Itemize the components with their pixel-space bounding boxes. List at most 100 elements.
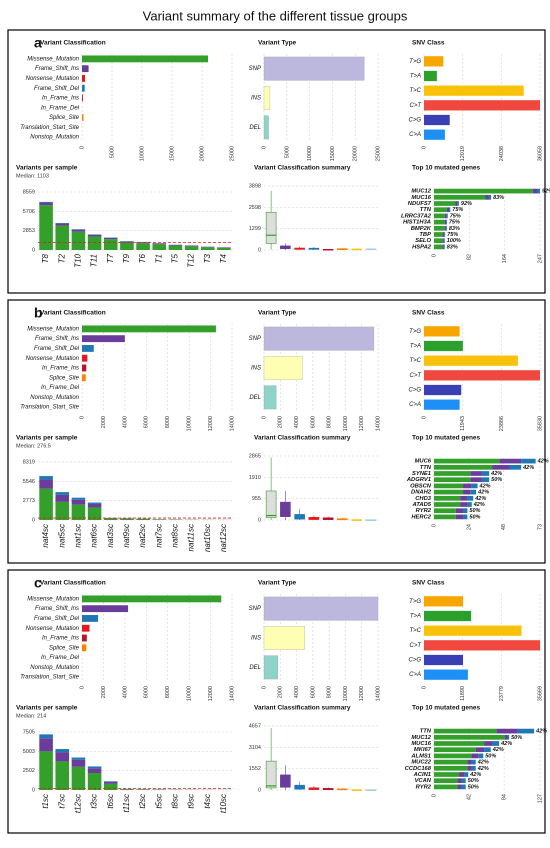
bar-segment (55, 761, 69, 790)
y-tick-label: 3104 (249, 745, 261, 751)
bar-segment (88, 504, 102, 507)
chart-subtitle: Median: 276.5 (16, 443, 51, 449)
bar-segment (434, 496, 460, 501)
bar (82, 114, 84, 121)
bar-segment (537, 189, 540, 194)
y-tick-label: 3898 (249, 183, 261, 189)
x-tick-label: 0 (431, 254, 437, 257)
percent-label: 75% (452, 207, 463, 213)
bar-segment (472, 484, 478, 489)
bar-segment (444, 232, 445, 237)
bar (264, 327, 374, 350)
chart-title: Top 10 mutated genes (412, 705, 481, 712)
bar (264, 57, 364, 80)
bar-segment (434, 760, 467, 765)
category-label: Frame_Shift_Ins (35, 66, 79, 72)
bar (264, 356, 302, 379)
x-tick-label: 0 (431, 794, 437, 797)
bar-segment (434, 778, 457, 783)
y-tick-label: 0 (258, 247, 261, 253)
x-tick-label: 2000 (278, 416, 284, 428)
bar-segment (492, 741, 499, 746)
x-tick-label: 12019 (460, 146, 466, 161)
gene-label: OBSCN (410, 483, 432, 489)
x-tick-label: 35830 (537, 416, 543, 431)
bar-segment (434, 508, 456, 513)
bar (82, 605, 128, 612)
x-tick-label: 4000 (122, 686, 128, 698)
percent-label: 42% (490, 471, 502, 477)
bar (424, 670, 468, 680)
category-label: SNP (249, 336, 261, 342)
x-tick-label: t11sc (122, 794, 131, 813)
bar-segment (470, 490, 476, 495)
y-tick-label: 5003 (23, 749, 35, 755)
percent-label: 42% (535, 729, 547, 735)
x-tick-label: nat5sc (57, 524, 66, 548)
bar-segment (120, 242, 134, 243)
bar (424, 86, 524, 96)
x-tick-label: 2000 (278, 686, 284, 698)
x-tick-label: T6 (138, 253, 147, 263)
x-tick-label: 23886 (499, 416, 505, 431)
x-tick-label: 36058 (537, 146, 543, 161)
y-tick-label: 2773 (23, 498, 35, 504)
bar (424, 400, 460, 410)
bar (424, 130, 445, 140)
x-tick-label: 127 (537, 794, 543, 803)
bar-segment (72, 500, 86, 505)
bar-segment (472, 760, 476, 765)
gene-label: MKI67 (414, 747, 432, 753)
x-tick-label: 12000 (208, 686, 214, 701)
bar-segment (55, 749, 69, 752)
bar-segment (443, 245, 444, 250)
x-tick-label: 0 (421, 146, 427, 149)
x-tick-label: t12sc (74, 794, 83, 813)
x-tick-label: 6000 (144, 416, 150, 428)
gene-label: TBP (419, 232, 431, 238)
x-tick-label: t8sc (171, 794, 180, 809)
category-label: In_Frame_Del (41, 105, 80, 111)
bar-segment (458, 201, 459, 206)
box-body (266, 491, 276, 518)
chart-title: Top 10 mutated genes (412, 165, 481, 172)
category-label: Splice_Site (49, 115, 80, 121)
bar-segment (457, 785, 461, 790)
bar-segment (88, 503, 102, 504)
x-tick-label: nat12sc (219, 524, 228, 552)
box-body (280, 775, 290, 787)
category-label: DEL (249, 125, 261, 131)
x-tick-label: nat6sc (90, 524, 99, 548)
y-tick-label: 2853 (23, 228, 35, 234)
x-tick-label: 20000 (353, 146, 359, 161)
category-label: Nonstop_Mutation (30, 395, 79, 401)
category-label: T>C (409, 88, 421, 94)
bar (82, 365, 86, 372)
bar (424, 370, 540, 380)
x-tick-label: 10000 (187, 416, 193, 431)
x-tick-label: 8000 (165, 686, 171, 698)
chart-title: SNV Class (412, 40, 445, 47)
bar (82, 75, 85, 82)
bar-segment (434, 238, 443, 243)
bar-segment (447, 207, 449, 212)
bar-segment (434, 772, 459, 777)
bar-segment (55, 223, 69, 224)
bar (424, 356, 518, 366)
bar (424, 56, 443, 66)
bar-segment (39, 203, 53, 206)
bar-segment (104, 784, 118, 790)
y-tick-label: 2598 (249, 205, 261, 211)
bar-segment (434, 747, 476, 752)
bar (82, 55, 208, 62)
bar-segment (55, 224, 69, 226)
chart-subtitle: Median: 1103 (16, 173, 49, 179)
bar-segment (72, 767, 86, 790)
x-tick-label: t6sc (106, 794, 115, 809)
y-tick-label: 1552 (249, 766, 261, 772)
x-tick-label: nat8sc (171, 524, 180, 548)
bar-segment (463, 508, 467, 513)
chart-title: SNV Class (412, 580, 445, 587)
bar-segment (434, 207, 447, 212)
percent-label: 42% (500, 741, 512, 747)
